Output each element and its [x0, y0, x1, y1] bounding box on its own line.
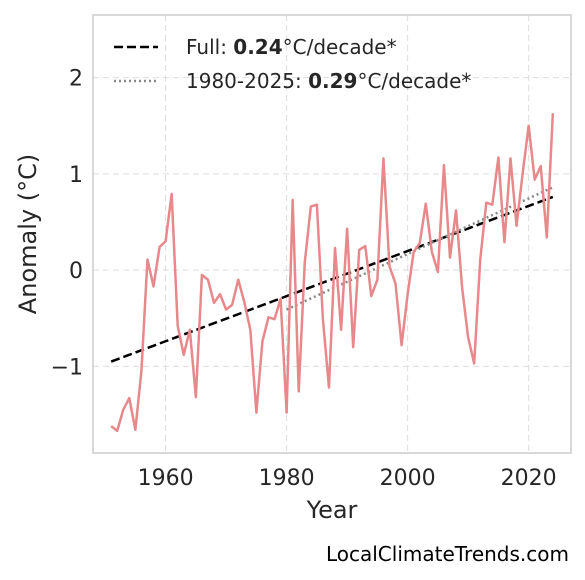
- x-tick-label-2000: 2000: [380, 466, 436, 491]
- data-series: [110, 113, 555, 433]
- y-axis-title: Anomaly (°C): [14, 154, 42, 314]
- legend-entry-full: Full: 0.24°C/decade*: [186, 35, 397, 59]
- x-tick-label-1980: 1980: [259, 466, 315, 491]
- x-tick-label-1960: 1960: [138, 466, 194, 491]
- legend-entry-recent: 1980-2025: 0.29°C/decade*: [186, 69, 471, 93]
- trend-line-full: [110, 195, 554, 363]
- legend-recent-unit: °C/decade*: [357, 69, 471, 93]
- y-tick-label-0: 2: [69, 67, 83, 92]
- legend-full-unit: °C/decade*: [283, 35, 397, 59]
- tick-labels: 1960 1980 2000 2020 2 1 0 −1: [51, 67, 557, 491]
- y-tick-label-3: −1: [51, 355, 83, 380]
- trend-lines: [110, 186, 554, 363]
- anomaly-series-line-0: [110, 113, 555, 433]
- x-axis-title: Year: [306, 496, 358, 524]
- x-tick-label-2020: 2020: [501, 466, 557, 491]
- legend-recent-rate: 0.29: [308, 69, 357, 93]
- watermark: LocalClimateTrends.com: [326, 542, 569, 566]
- plot-frame: [92, 14, 572, 454]
- y-tick-label-1: 1: [69, 163, 83, 188]
- trend-line-recent: [286, 186, 554, 311]
- y-tick-label-2: 0: [69, 259, 83, 284]
- legend-full-label: Full:: [186, 35, 233, 59]
- legend: Full: 0.24°C/decade* 1980-2025: 0.29°C/d…: [114, 35, 471, 93]
- legend-full-rate: 0.24: [233, 35, 282, 59]
- legend-recent-label: 1980-2025:: [186, 69, 308, 93]
